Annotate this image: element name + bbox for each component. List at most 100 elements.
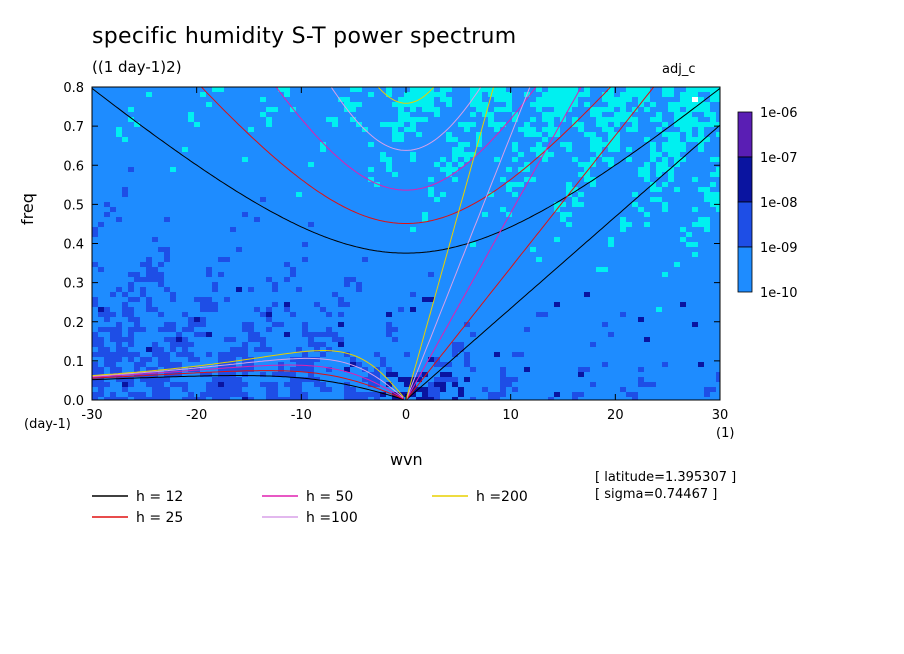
heat-cell	[638, 167, 645, 173]
heat-cell	[278, 167, 285, 173]
heat-cell	[308, 122, 315, 128]
heat-cell	[608, 117, 615, 123]
heat-cell	[242, 317, 249, 323]
heat-cell	[236, 282, 243, 288]
heat-cell	[386, 322, 393, 328]
heat-cell	[122, 182, 129, 188]
heat-cell	[662, 227, 669, 233]
heat-cell	[218, 287, 225, 293]
heat-cell	[428, 217, 435, 223]
heat-cell	[128, 262, 135, 268]
heat-cell	[230, 107, 237, 113]
heat-cell	[110, 227, 117, 233]
heat-cell	[152, 277, 159, 283]
heat-cell	[668, 277, 675, 283]
heat-cell	[464, 152, 471, 158]
heat-cell	[542, 232, 549, 238]
heat-cell	[626, 277, 633, 283]
heat-cell	[410, 232, 417, 238]
heat-cell	[716, 297, 720, 303]
heat-cell	[668, 97, 675, 103]
heat-cell	[656, 242, 663, 248]
heat-cell	[290, 172, 297, 178]
heat-cell	[194, 112, 201, 118]
heat-cell	[692, 142, 699, 148]
heat-cell	[266, 102, 273, 108]
heat-cell	[290, 217, 297, 223]
heat-cell	[164, 247, 171, 253]
heat-cell	[614, 152, 621, 158]
heat-cell	[242, 102, 249, 108]
heat-cell	[272, 157, 279, 163]
heat-cell	[500, 137, 507, 143]
heat-cell	[110, 282, 117, 288]
heat-cell	[530, 107, 537, 113]
heat-cell	[386, 177, 393, 183]
heat-cell	[434, 92, 441, 98]
heat-cell	[200, 232, 207, 238]
heat-cell	[398, 177, 405, 183]
heat-cell	[626, 182, 633, 188]
heat-cell	[236, 112, 243, 118]
heat-cell	[392, 97, 399, 103]
heat-cell	[218, 142, 225, 148]
heat-cell	[446, 87, 453, 93]
heat-cell	[380, 202, 387, 208]
heat-cell	[530, 277, 537, 283]
heat-cell	[500, 252, 507, 258]
heat-cell	[158, 232, 165, 238]
heat-cell	[410, 162, 417, 168]
heat-cell	[488, 207, 495, 213]
heat-cell	[554, 302, 561, 308]
heat-cell	[572, 147, 579, 153]
heat-cell	[158, 282, 165, 288]
heat-cell	[674, 92, 681, 98]
heat-cell	[398, 172, 405, 178]
heat-cell	[614, 247, 621, 253]
heat-cell	[704, 267, 711, 273]
heat-cell	[116, 247, 123, 253]
heat-cell	[152, 132, 159, 138]
heat-cell	[284, 257, 291, 263]
heat-cell	[380, 272, 387, 278]
heat-cell	[644, 242, 651, 248]
heat-cell	[152, 322, 159, 328]
heat-cell	[290, 137, 297, 143]
heat-cell	[704, 217, 711, 223]
heat-cell	[704, 167, 711, 173]
heat-cell	[290, 232, 297, 238]
heat-cell	[644, 87, 651, 93]
heat-cell	[500, 292, 507, 298]
heat-cell	[350, 87, 357, 93]
heat-cell	[656, 107, 663, 113]
heat-cell	[104, 107, 111, 113]
heat-cell	[626, 262, 633, 268]
heat-cell	[386, 252, 393, 258]
heat-cell	[308, 252, 315, 258]
heat-cell	[320, 232, 327, 238]
heat-cell	[380, 302, 387, 308]
heat-cell	[434, 122, 441, 128]
heat-cell	[686, 127, 693, 133]
heat-cell	[182, 322, 189, 328]
heat-cell	[110, 277, 117, 283]
heat-cell	[266, 302, 273, 308]
heat-cell	[446, 277, 453, 283]
heat-cell	[344, 142, 351, 148]
heat-cell	[404, 282, 411, 288]
heat-cell	[248, 252, 255, 258]
heat-cell	[206, 312, 213, 318]
heat-cell	[428, 152, 435, 158]
heat-cell	[488, 137, 495, 143]
heat-cell	[206, 227, 213, 233]
heat-cell	[140, 107, 147, 113]
heat-cell	[572, 167, 579, 173]
heat-cell	[494, 227, 501, 233]
heat-cell	[428, 147, 435, 153]
heat-cell	[512, 317, 519, 323]
heat-cell	[632, 222, 639, 228]
heat-cell	[398, 302, 405, 308]
heat-cell	[152, 197, 159, 203]
heat-cell	[662, 297, 669, 303]
heat-cell	[104, 187, 111, 193]
